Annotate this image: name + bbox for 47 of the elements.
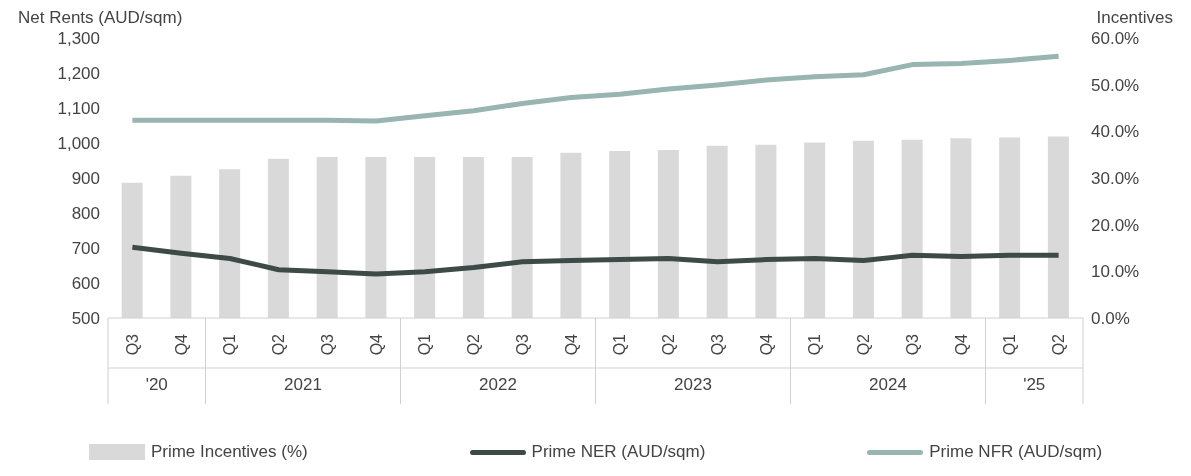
x-tick-label: Q2 [660,333,678,356]
y2-tick-label: 60.0% [1091,29,1140,49]
legend-label: Prime Incentives (%) [149,442,308,462]
y2-axis-title: Incentives [1096,8,1173,28]
text: 2021 [284,375,322,394]
text: '20 [145,375,168,394]
x-tick-label: Q3 [318,333,336,356]
y-tick-label: 800 [71,204,100,224]
y-tick-label: 1,000 [57,134,100,154]
x-tick-label: Q1 [611,333,629,356]
x-tick-label: Q2 [1050,333,1068,356]
x-tick-label: Q1 [416,333,434,356]
text: '25 [1023,375,1046,394]
y-tick-label: 1,100 [57,99,100,119]
y2-tick-label: 30.0% [1091,169,1140,189]
x-tick-label: Q4 [757,333,775,356]
x-tick-label: Q4 [562,333,580,356]
y2-tick-label: 10.0% [1091,262,1140,282]
x-tick-label: Q2 [855,333,873,356]
y2-tick-label: 20.0% [1091,215,1140,235]
y-tick-label: 700 [71,239,100,259]
x-tick-label: Q4 [172,333,190,356]
x-tick-label: Q3 [513,333,531,356]
x-tick-label: Q1 [806,333,824,356]
text: 2023 [674,375,712,394]
y-tick-label: 900 [71,169,100,189]
y-tick-label: 1,300 [57,29,100,49]
legend-label: Prime NFR (AUD/sqm) [928,442,1103,462]
x-tick-label: Q4 [952,333,970,356]
x-tick-label: Q3 [708,333,726,356]
text: 2024 [869,375,907,394]
text: 2022 [479,375,517,394]
x-tick-label: Q2 [270,333,288,356]
x-tick-label: Q4 [367,333,385,356]
legend-label: Prime NER (AUD/sqm) [530,442,706,462]
y2-tick-label: 50.0% [1091,75,1140,95]
y-tick-label: 1,200 [57,64,100,84]
y-axis-title: Net Rents (AUD/sqm) [18,8,183,28]
x-tick-label: Q1 [221,333,239,356]
y2-tick-label: 40.0% [1091,122,1140,142]
y-tick-label: 600 [71,274,100,294]
x-tick-label: Q3 [123,333,141,356]
x-tick-label: Q1 [1001,333,1019,356]
y-tick-label: 500 [71,309,100,329]
x-tick-label: Q3 [903,333,921,356]
x-tick-label: Q2 [465,333,483,356]
y2-tick-label: 0.0% [1091,309,1130,329]
